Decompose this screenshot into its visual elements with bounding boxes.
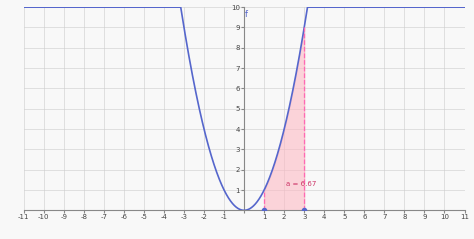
Text: a = 6.67: a = 6.67 xyxy=(286,181,317,187)
Text: f: f xyxy=(245,10,247,19)
